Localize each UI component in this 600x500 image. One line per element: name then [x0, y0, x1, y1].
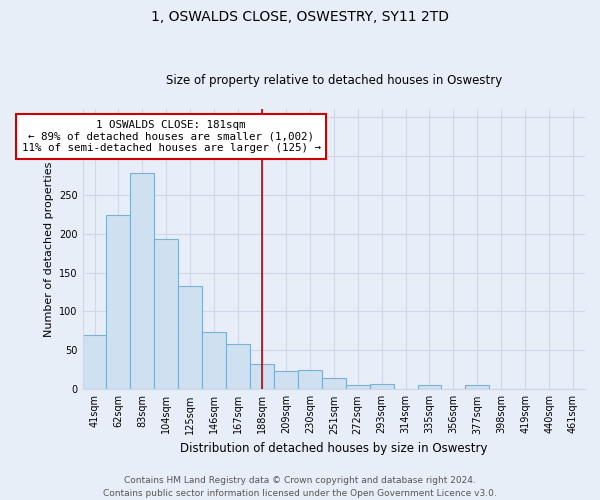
Text: 1 OSWALDS CLOSE: 181sqm
← 89% of detached houses are smaller (1,002)
11% of semi: 1 OSWALDS CLOSE: 181sqm ← 89% of detache…: [22, 120, 320, 153]
Bar: [561, 388, 585, 390]
Bar: [202, 332, 226, 390]
Bar: [418, 384, 442, 390]
X-axis label: Distribution of detached houses by size in Oswestry: Distribution of detached houses by size …: [180, 442, 488, 455]
Bar: [83, 335, 106, 390]
Text: 1, OSWALDS CLOSE, OSWESTRY, SY11 2TD: 1, OSWALDS CLOSE, OSWESTRY, SY11 2TD: [151, 10, 449, 24]
Text: Contains HM Land Registry data © Crown copyright and database right 2024.
Contai: Contains HM Land Registry data © Crown c…: [103, 476, 497, 498]
Bar: [130, 173, 154, 390]
Bar: [370, 384, 394, 390]
Bar: [322, 378, 346, 390]
Bar: [466, 386, 489, 390]
Bar: [106, 215, 130, 390]
Bar: [154, 239, 178, 390]
Bar: [178, 286, 202, 390]
Title: Size of property relative to detached houses in Oswestry: Size of property relative to detached ho…: [166, 74, 502, 87]
Bar: [298, 370, 322, 390]
Bar: [226, 344, 250, 390]
Y-axis label: Number of detached properties: Number of detached properties: [44, 162, 53, 337]
Bar: [274, 372, 298, 390]
Bar: [250, 364, 274, 390]
Bar: [346, 386, 370, 390]
